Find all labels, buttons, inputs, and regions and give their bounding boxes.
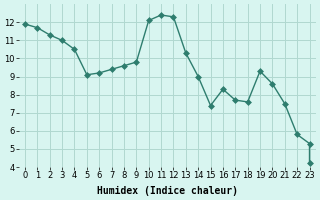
- X-axis label: Humidex (Indice chaleur): Humidex (Indice chaleur): [97, 186, 238, 196]
